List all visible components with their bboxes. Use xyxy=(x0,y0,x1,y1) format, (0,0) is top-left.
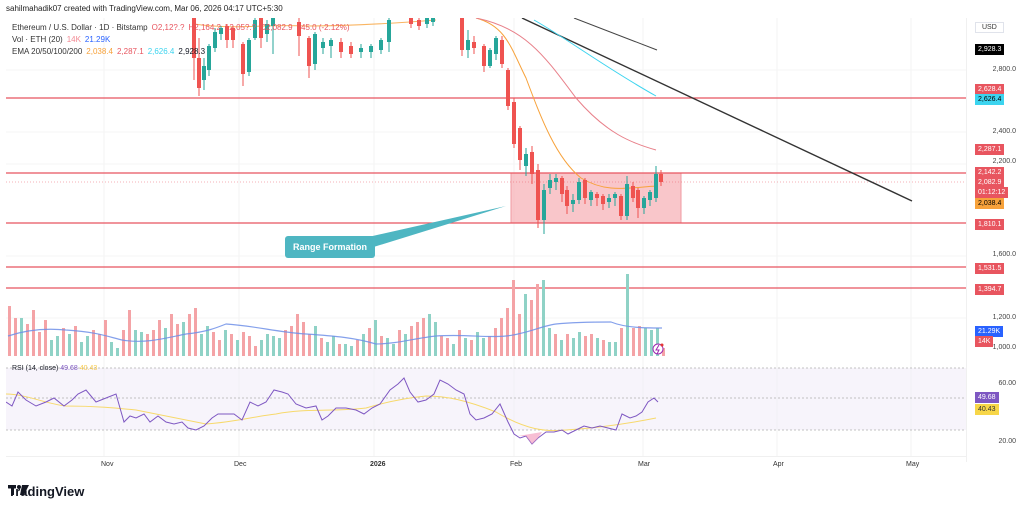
volume-value: 14K xyxy=(66,35,81,44)
volume-ma-value: 21.29K xyxy=(84,35,111,44)
bar-countdown: 01:12:12 xyxy=(975,187,1009,198)
time-label-may: May xyxy=(906,461,920,468)
rsi-ma-value: 40.43 xyxy=(79,365,98,372)
ema100-value: 2,626.4 xyxy=(147,47,175,56)
ohlc-open: O2,12?.? xyxy=(151,23,185,32)
time-label-mar: Mar xyxy=(638,461,651,468)
price-tick: 1,000.0 xyxy=(992,344,1016,351)
ohlc-low: L2,05?.? xyxy=(224,23,257,32)
chart-area[interactable] xyxy=(6,18,966,462)
volume-label: Vol · ETH (20) xyxy=(12,35,63,44)
rsi-value: 49.68 xyxy=(60,365,78,372)
price-tick: 2,800.0 xyxy=(992,66,1016,73)
price-tick: 2,400.0 xyxy=(992,128,1016,135)
volume-row: Vol · ETH (20) 14K 21.29K xyxy=(12,34,350,46)
price-tick: 1,600.0 xyxy=(992,251,1016,258)
time-label-dec: Dec xyxy=(234,461,247,468)
ema100-price-tag: 2,626.4 xyxy=(975,94,1005,105)
ema-label: EMA 20/50/100/200 xyxy=(12,47,83,56)
volume-bars xyxy=(8,274,665,356)
level-tag-1531: 1,531.5 xyxy=(975,263,1005,274)
price-chart-canvas[interactable] xyxy=(6,18,966,462)
time-label-feb: Feb xyxy=(510,461,523,468)
tradingview-logo-icon xyxy=(8,485,29,495)
level-tag-2628: 2,628.4 xyxy=(975,84,1005,95)
level-tag-1394: 1,394.7 xyxy=(975,284,1005,295)
price-tick: 2,200.0 xyxy=(992,158,1016,165)
time-label-apr: Apr xyxy=(773,461,784,468)
tradingview-logo[interactable]: TradingView xyxy=(8,484,84,499)
level-tag-2142: 2,142.2 xyxy=(975,167,1005,178)
candles xyxy=(192,18,663,234)
chart-legend: Ethereum / U.S. Dollar · 1D · Bitstamp O… xyxy=(12,22,350,58)
price-axis[interactable]: USD 2,928.3 2,800.0 2,628.4 2,626.4 2,40… xyxy=(966,18,1024,462)
ema200-price-tag: 2,928.3 xyxy=(975,44,1005,55)
chart-credit: sahilmahadik07 created with TradingView.… xyxy=(6,4,283,13)
rsi-legend: RSI (14, close) 49.68 40.43 xyxy=(12,365,97,372)
time-label-2026: 2026 xyxy=(370,461,386,468)
ema50-value: 2,287.1 xyxy=(116,47,144,56)
range-formation-callout[interactable]: Range Formation xyxy=(285,236,376,258)
rsi-tick: 60.00 xyxy=(998,380,1016,387)
ema20-price-tag: 2,038.4 xyxy=(975,198,1005,209)
ohlc-close: C2,082.9 xyxy=(260,23,293,32)
ema20-value: 2,038.4 xyxy=(86,47,113,56)
ohlc-high: H2,164.2 xyxy=(188,23,221,32)
time-axis[interactable]: Nov Dec 2026 Feb Mar Apr May xyxy=(6,456,966,472)
level-tag-1810: 1,810.1 xyxy=(975,219,1005,230)
ema200-value: 2,928.3 xyxy=(178,47,206,56)
ohlc-change: ?45.0 (-2.12%) xyxy=(296,23,350,32)
rsi-value-tag: 49.68 xyxy=(975,392,999,403)
symbol-name: Ethereum / U.S. Dollar · 1D · Bitstamp xyxy=(12,23,148,32)
volume-ma-tag: 21.29K xyxy=(975,326,1004,337)
symbol-row: Ethereum / U.S. Dollar · 1D · Bitstamp O… xyxy=(12,22,350,34)
ema-row: EMA 20/50/100/200 2,038.4 2,287.1 2,626.… xyxy=(12,46,350,58)
flash-icon xyxy=(652,343,664,355)
rsi-label: RSI (14, close) xyxy=(12,365,59,372)
rsi-tick: 20.00 xyxy=(998,438,1016,445)
last-price-tag: 2,082.9 xyxy=(975,177,1005,188)
rsi-ma-tag: 40.43 xyxy=(975,404,999,415)
ema50-price-tag: 2,287.1 xyxy=(975,144,1005,155)
currency-label[interactable]: USD xyxy=(975,22,1004,33)
time-label-nov: Nov xyxy=(101,461,114,468)
volume-tag: 14K xyxy=(975,336,994,347)
price-tick: 1,200.0 xyxy=(992,314,1016,321)
